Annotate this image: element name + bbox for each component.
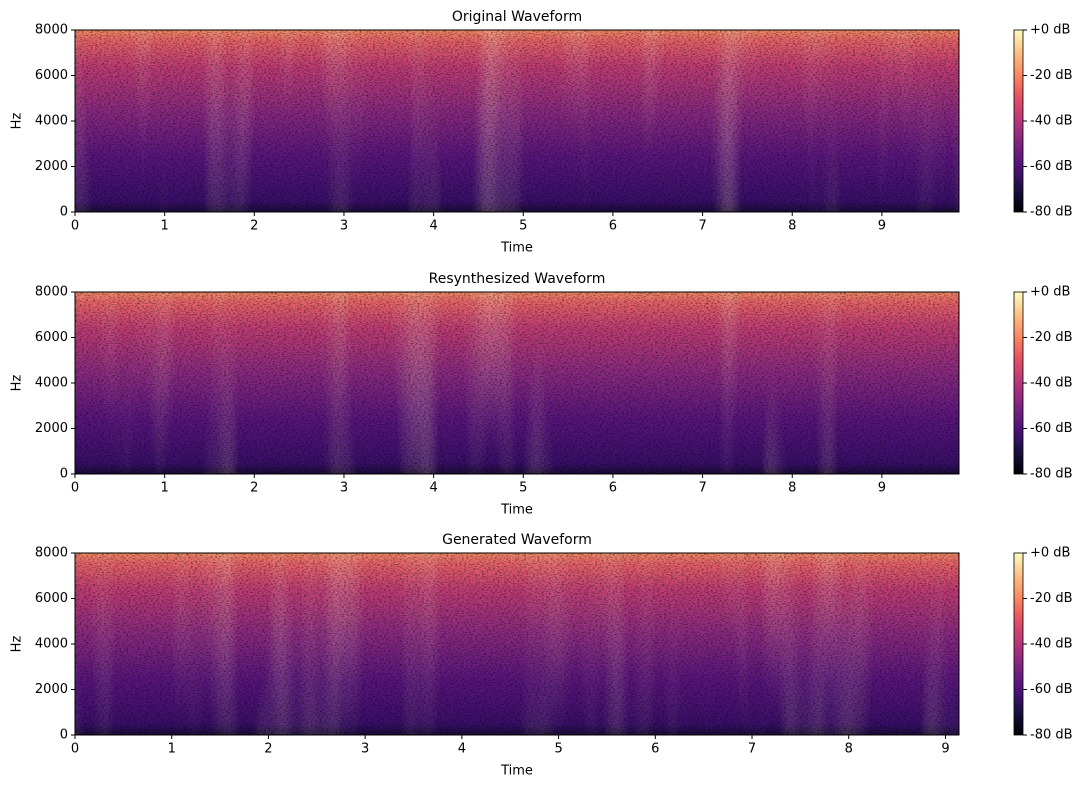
x-tick-label: 5	[519, 219, 527, 234]
y-tick-label: 4000	[35, 637, 68, 652]
x-tick-label: 7	[698, 481, 706, 496]
y-tick-label: 4000	[35, 376, 68, 391]
x-tick-label: 1	[161, 219, 169, 234]
x-tick-label: 6	[609, 481, 617, 496]
x-tick-label: 4	[429, 481, 437, 496]
colorbar-tick-label: -80 dB	[1030, 205, 1073, 220]
y-tick-label: 8000	[35, 23, 68, 38]
x-tick-label: 3	[340, 481, 348, 496]
x-tick-label: 1	[168, 742, 176, 757]
colorbar-tick-label: -60 dB	[1030, 682, 1073, 697]
x-axis-label: Time	[500, 764, 533, 779]
colorbar	[1013, 29, 1024, 213]
y-tick-label: 0	[60, 205, 68, 220]
y-tick-label: 6000	[35, 330, 68, 345]
spectrogram-grain	[75, 553, 959, 735]
chart-title: Resynthesized Waveform	[429, 271, 606, 287]
x-tick-label: 2	[250, 481, 258, 496]
x-tick-label: 3	[340, 219, 348, 234]
colorbar-tick-label: -80 dB	[1030, 467, 1073, 482]
x-tick-label: 5	[519, 481, 527, 496]
x-tick-label: 7	[698, 219, 706, 234]
colorbar-tick-label: -40 dB	[1030, 637, 1073, 652]
colorbar-tick-label: +0 dB	[1030, 546, 1070, 561]
x-tick-label: 7	[748, 742, 756, 757]
y-axis-label: Hz	[10, 636, 25, 653]
x-tick-label: 0	[71, 742, 79, 757]
x-tick-label: 0	[71, 219, 79, 234]
x-tick-label: 8	[788, 219, 796, 234]
colorbar-tick-label: -20 dB	[1030, 591, 1073, 606]
y-tick-label: 0	[60, 467, 68, 482]
y-tick-label: 2000	[35, 682, 68, 697]
colorbar-tick-label: -60 dB	[1030, 159, 1073, 174]
colorbar-tick-label: +0 dB	[1030, 285, 1070, 300]
y-axis-label: Hz	[10, 113, 25, 130]
colorbar-tick-label: -80 dB	[1030, 728, 1073, 743]
x-tick-label: 8	[788, 481, 796, 496]
x-tick-label: 5	[554, 742, 562, 757]
y-tick-label: 4000	[35, 114, 68, 129]
x-tick-label: 4	[429, 219, 437, 234]
x-tick-label: 8	[845, 742, 853, 757]
x-tick-label: 9	[878, 481, 886, 496]
y-tick-label: 8000	[35, 546, 68, 561]
x-tick-label: 3	[361, 742, 369, 757]
colorbar-tick-label: -20 dB	[1030, 68, 1073, 83]
colorbar	[1013, 552, 1024, 736]
x-tick-label: 2	[250, 219, 258, 234]
x-tick-label: 9	[941, 742, 949, 757]
x-tick-label: 1	[161, 481, 169, 496]
spectrogram-grain	[75, 292, 959, 474]
x-tick-label: 6	[651, 742, 659, 757]
x-tick-label: 0	[71, 481, 79, 496]
chart-title: Generated Waveform	[442, 532, 592, 548]
y-tick-label: 2000	[35, 159, 68, 174]
colorbar-tick-label: -60 dB	[1030, 421, 1073, 436]
y-tick-label: 6000	[35, 68, 68, 83]
x-tick-label: 6	[609, 219, 617, 234]
y-axis-label: Hz	[10, 375, 25, 392]
colorbar-tick-label: -40 dB	[1030, 114, 1073, 129]
colorbar	[1013, 291, 1024, 475]
colorbar-tick-label: -20 dB	[1030, 330, 1073, 345]
x-axis-label: Time	[500, 503, 533, 518]
chart-title: Original Waveform	[452, 9, 582, 25]
y-tick-label: 0	[60, 728, 68, 743]
colorbar-tick-label: -40 dB	[1030, 376, 1073, 391]
x-axis-label: Time	[500, 241, 533, 256]
x-tick-label: 2	[264, 742, 272, 757]
y-tick-label: 2000	[35, 421, 68, 436]
colorbar-tick-label: +0 dB	[1030, 23, 1070, 38]
y-tick-label: 8000	[35, 285, 68, 300]
x-tick-label: 4	[458, 742, 466, 757]
spectrogram-grain	[75, 30, 959, 212]
y-tick-label: 6000	[35, 591, 68, 606]
x-tick-label: 9	[878, 219, 886, 234]
